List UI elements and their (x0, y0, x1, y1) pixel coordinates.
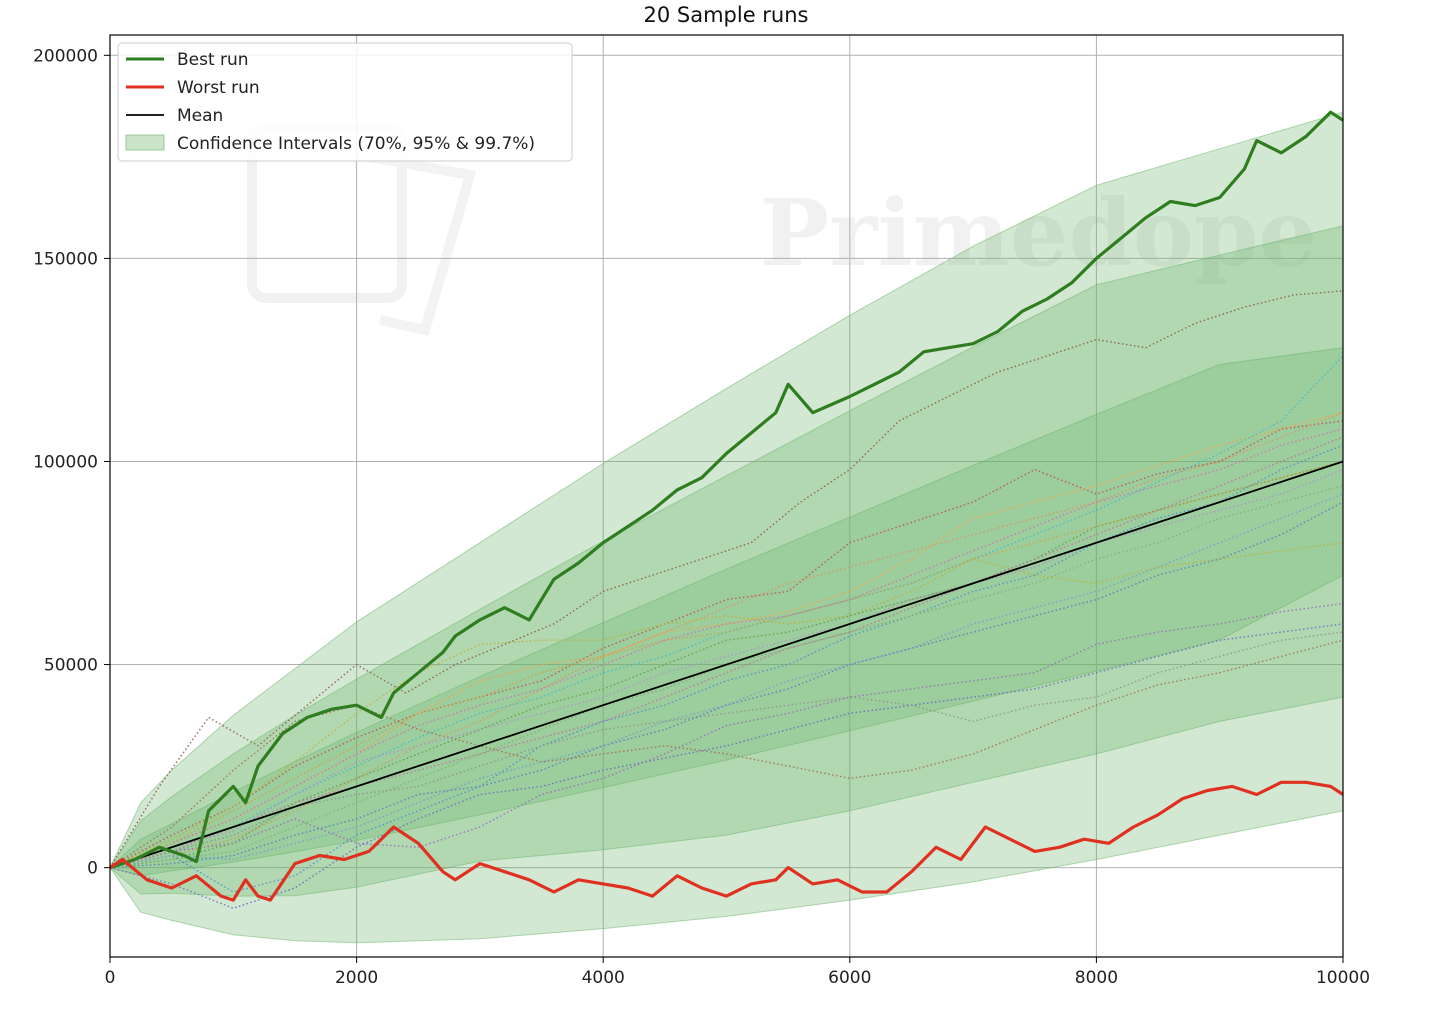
sample-run-line-8 (109, 355, 1344, 869)
sample-run-line-14 (109, 412, 1344, 869)
x-tick-label: 4000 (582, 968, 625, 988)
sample-run-line-11 (109, 428, 1344, 869)
y-tick-label: 0 (87, 859, 98, 879)
legend-label-confidence-intervals: Confidence Intervals (70%, 95% & 99.7%) (177, 134, 535, 154)
legend-swatch-confidence-intervals (125, 134, 165, 151)
sample-run-line-5 (109, 602, 1344, 869)
legend-label-best-run: Best run (177, 50, 249, 70)
sample-run-line-9 (109, 542, 1344, 869)
legend-label-worst-run: Worst run (177, 78, 260, 98)
y-axis: 0 50000 100000 150000 200000 (33, 46, 110, 879)
sample-run-line-13 (109, 639, 1344, 869)
watermark-card-back-icon (329, 145, 477, 336)
y-tick-label: 50000 (44, 656, 98, 676)
x-tick-label: 10000 (1316, 968, 1370, 988)
worst-run-line (109, 780, 1344, 902)
sample-run-line-12 (109, 631, 1344, 869)
x-tick-label: 8000 (1075, 968, 1118, 988)
x-axis: 0 2000 4000 6000 8000 10000 (105, 957, 1370, 988)
best-run-line (109, 110, 1344, 870)
legend-label-mean: Mean (177, 106, 223, 126)
x-tick-label: 6000 (828, 968, 871, 988)
x-tick-label: 0 (105, 968, 116, 988)
legend-box (117, 42, 573, 162)
mean-line (109, 460, 1344, 869)
y-tick-label: 200000 (33, 46, 98, 66)
confidence-bands (108, 111, 1344, 944)
sample-run-line-18 (109, 460, 1344, 869)
y-tick-label: 150000 (33, 249, 98, 269)
x-tick-label: 2000 (335, 968, 378, 988)
sample-run-line-3 (109, 420, 1344, 869)
watermark-text: Primedope (760, 179, 1317, 287)
sample-run-line-16 (109, 468, 1344, 869)
highlighted-runs (109, 110, 1344, 902)
chart-title: 20 Sample runs (643, 3, 808, 27)
sample-runs (109, 290, 1344, 910)
y-tick-label: 100000 (33, 452, 98, 472)
plot-frame (109, 34, 1344, 958)
sample-run-line-15 (109, 501, 1344, 869)
watermark: Primedope (247, 123, 1317, 336)
legend: Best run Worst run Mean Confidence Inter… (117, 42, 573, 162)
